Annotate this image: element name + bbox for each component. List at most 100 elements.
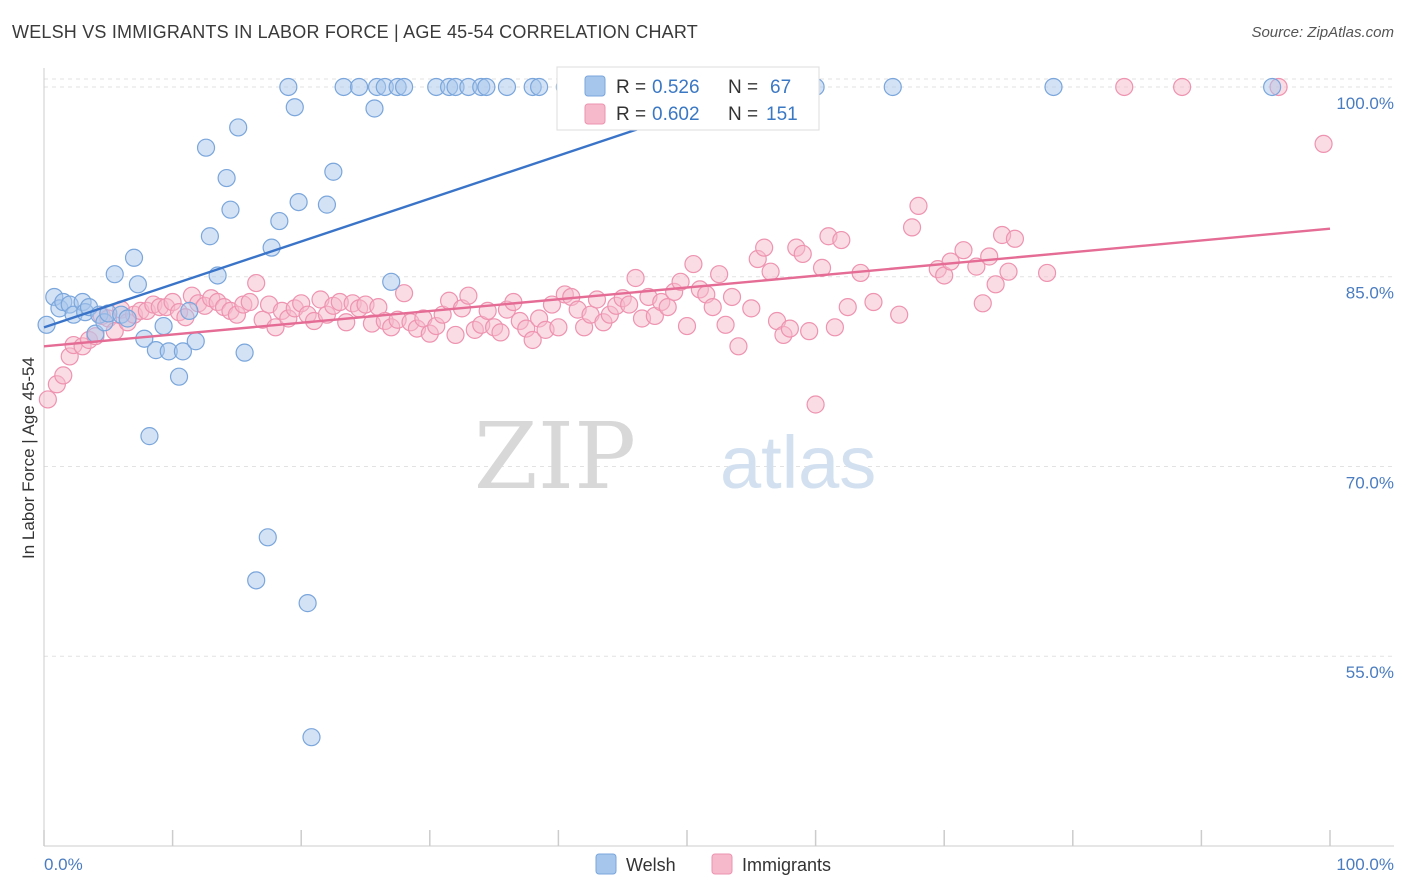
welsh-point — [317, 195, 337, 214]
immigrants-point — [247, 273, 266, 293]
welsh-point — [235, 343, 254, 362]
immigrants-point — [832, 230, 851, 250]
immigrants-point — [986, 275, 1005, 294]
immigrants-point — [337, 313, 356, 332]
welsh-point — [180, 301, 199, 320]
immigrants-point — [684, 254, 703, 274]
welsh-point — [298, 594, 317, 613]
immigrants-point — [394, 284, 414, 303]
immigrants-point — [890, 305, 909, 324]
immigrants-point — [902, 218, 922, 237]
immigrants-point — [671, 272, 690, 291]
source-label: Source: ZipAtlas.com — [1251, 24, 1394, 41]
immigrants-point — [864, 292, 883, 312]
y-tick-label: 85.0% — [1346, 284, 1394, 303]
x-tick-label-min: 0.0% — [44, 855, 83, 874]
watermark: ZIP atlas — [474, 403, 876, 510]
immigrants-point — [755, 238, 774, 257]
immigrants-point — [716, 315, 735, 334]
legend-welsh-r-label: R = — [616, 77, 646, 98]
legend-swatch-immigrants — [584, 103, 606, 125]
welsh-point — [289, 192, 308, 212]
immigrants-point — [459, 286, 478, 305]
immigrants-point — [812, 258, 832, 277]
welsh-point — [105, 265, 124, 284]
welsh-point — [196, 138, 216, 157]
welsh-point — [258, 528, 277, 547]
welsh-point — [247, 571, 266, 590]
immigrants-point — [523, 330, 542, 350]
welsh-points — [37, 77, 1282, 747]
welsh-point — [124, 248, 144, 267]
welsh-point — [1263, 77, 1282, 97]
watermark-zip: ZIP — [474, 403, 636, 510]
welsh-point — [1044, 77, 1063, 97]
welsh-point — [334, 77, 353, 97]
immigrants-point — [266, 318, 285, 337]
legend-welsh-r-value: 0.526 — [652, 77, 700, 98]
immigrants-point — [658, 297, 677, 317]
immigrants-point — [626, 268, 645, 288]
immigrants-points — [38, 77, 1333, 414]
welsh-point — [883, 77, 902, 97]
immigrants-point — [446, 325, 465, 345]
legend-immigrants-n-value: 151 — [766, 104, 798, 125]
immigrants-point — [54, 366, 73, 385]
immigrants-point — [38, 390, 57, 409]
immigrants-point — [909, 196, 928, 215]
x-tick-label-max: 100.0% — [1336, 855, 1394, 874]
series-legend-swatch-immigrants — [711, 853, 733, 875]
welsh-point — [270, 211, 289, 231]
immigrants-point — [677, 316, 697, 336]
welsh-point — [365, 99, 384, 118]
immigrants-point — [954, 241, 973, 260]
welsh-point — [217, 168, 236, 188]
welsh-point — [221, 200, 240, 219]
series-legend-welsh: Welsh — [626, 855, 676, 875]
welsh-point — [477, 77, 496, 97]
immigrants-point — [1115, 77, 1134, 97]
y-tick-label: 70.0% — [1346, 473, 1394, 492]
welsh-point — [154, 316, 173, 336]
immigrants-point — [761, 262, 780, 281]
y-tick-label: 100.0% — [1336, 94, 1394, 113]
chart-title: WELSH VS IMMIGRANTS IN LABOR FORCE | AGE… — [12, 22, 698, 42]
immigrants-point — [549, 318, 568, 337]
y-tick-labels: 100.0% 85.0% 70.0% 55.0% — [1336, 94, 1394, 682]
immigrants-point — [587, 290, 607, 309]
grid-lines — [44, 78, 1394, 657]
immigrants-point — [1037, 263, 1057, 283]
welsh-point — [128, 275, 147, 294]
welsh-point — [302, 728, 321, 747]
immigrants-point — [800, 322, 819, 341]
y-axis-label: In Labor Force | Age 45-54 — [19, 357, 38, 559]
series-legend-immigrants: Immigrants — [742, 855, 831, 875]
immigrants-point — [780, 319, 799, 338]
series-legend-swatch-welsh — [595, 853, 617, 875]
immigrants-point — [1173, 77, 1192, 97]
immigrants-point — [742, 299, 761, 318]
y-tick-label: 55.0% — [1346, 663, 1394, 682]
legend-welsh-n-label: N = — [728, 77, 758, 98]
legend-immigrants-r-label: R = — [616, 104, 646, 125]
immigrants-point — [980, 247, 999, 266]
welsh-point — [285, 98, 304, 117]
immigrants-point — [793, 244, 812, 264]
immigrants-point — [491, 323, 510, 342]
legend-welsh-n-value: 67 — [770, 77, 791, 98]
immigrants-point — [1005, 229, 1025, 248]
correlation-legend: R = 0.526 N = 67 R = 0.602 N = 151 — [556, 66, 820, 131]
legend-swatch-welsh — [584, 75, 606, 97]
welsh-point — [118, 309, 137, 328]
immigrants-point — [973, 294, 992, 313]
welsh-point — [497, 77, 517, 97]
immigrants-point — [999, 262, 1018, 281]
immigrants-point — [620, 295, 639, 314]
immigrants-trend-line — [43, 227, 1331, 348]
welsh-point — [200, 227, 219, 246]
immigrants-point — [825, 318, 844, 337]
immigrants-point — [729, 337, 748, 356]
immigrants-point — [1314, 134, 1333, 154]
immigrants-point — [710, 265, 729, 284]
